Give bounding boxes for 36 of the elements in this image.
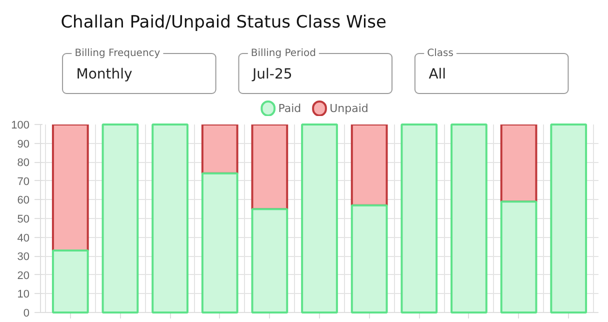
text: Jul-25: [252, 66, 292, 82]
text: Billing Frequency: [74, 48, 160, 59]
bar: [102, 124, 139, 314]
bar: [500, 124, 538, 203]
bar: [201, 124, 238, 174]
bar: [251, 208, 288, 314]
bar: [350, 204, 388, 314]
y-tick-label: 0: [23, 308, 30, 320]
bar: [400, 124, 438, 314]
y-tick-label: 20: [17, 270, 30, 282]
bar: [301, 124, 338, 314]
chart-title: Challan Paid/Unpaid Status Class Wise: [60, 12, 386, 32]
y-tick-label: 90: [17, 138, 30, 150]
bar: [350, 124, 388, 206]
bar: [500, 200, 538, 314]
bar: [52, 124, 89, 252]
text: All: [428, 66, 446, 82]
bar: [52, 249, 89, 314]
bar: [450, 124, 488, 314]
y-tick-label: 10: [17, 288, 30, 301]
y-tick-label: 80: [17, 157, 30, 170]
text: Billing Period: [250, 48, 316, 59]
bar: [201, 172, 238, 314]
bar: [251, 124, 288, 210]
y-tick-label: 50: [17, 214, 30, 226]
y-tick-label: 70: [17, 176, 30, 188]
y-tick-label: 60: [17, 194, 30, 207]
legend-label: Unpaid: [330, 102, 368, 115]
bar: [152, 124, 188, 314]
y-tick-label: 30: [17, 251, 30, 264]
text: Monthly: [76, 66, 132, 82]
y-tick-label: 100: [11, 120, 30, 132]
legend-label: Paid: [278, 102, 302, 115]
text: Class: [427, 48, 454, 59]
y-tick-label: 40: [17, 232, 30, 244]
bar: [550, 124, 588, 314]
